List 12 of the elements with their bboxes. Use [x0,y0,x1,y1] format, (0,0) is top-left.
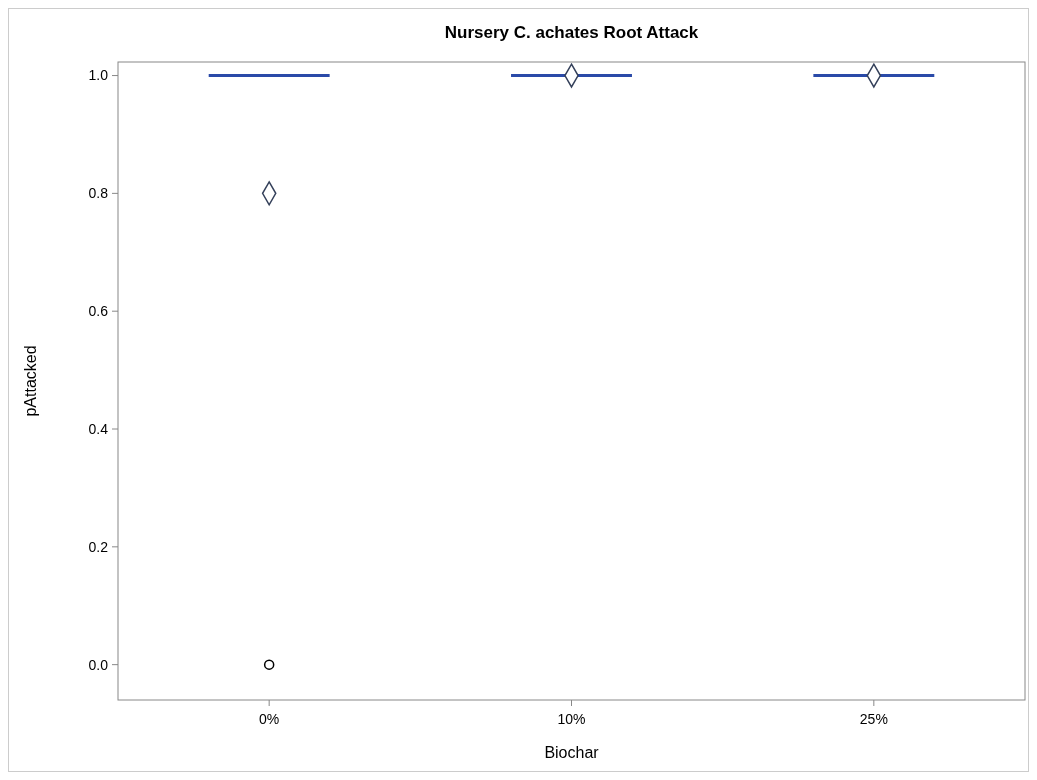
chart-title: Nursery C. achates Root Attack [444,23,699,42]
y-tick-label: 0.6 [88,303,109,320]
x-tick-label: 25% [859,711,888,727]
y-tick-label: 0.2 [88,538,109,555]
x-axis-title: Biochar [544,744,600,761]
y-tick-label: 0.0 [88,656,109,673]
x-tick-label: 10% [557,711,586,727]
y-tick-label: 1.0 [88,67,109,84]
y-tick-label: 0.4 [88,420,109,437]
y-axis-title: pAttacked [22,345,39,417]
y-tick-label: 0.8 [88,185,109,202]
x-tick-label: 0% [259,711,280,727]
